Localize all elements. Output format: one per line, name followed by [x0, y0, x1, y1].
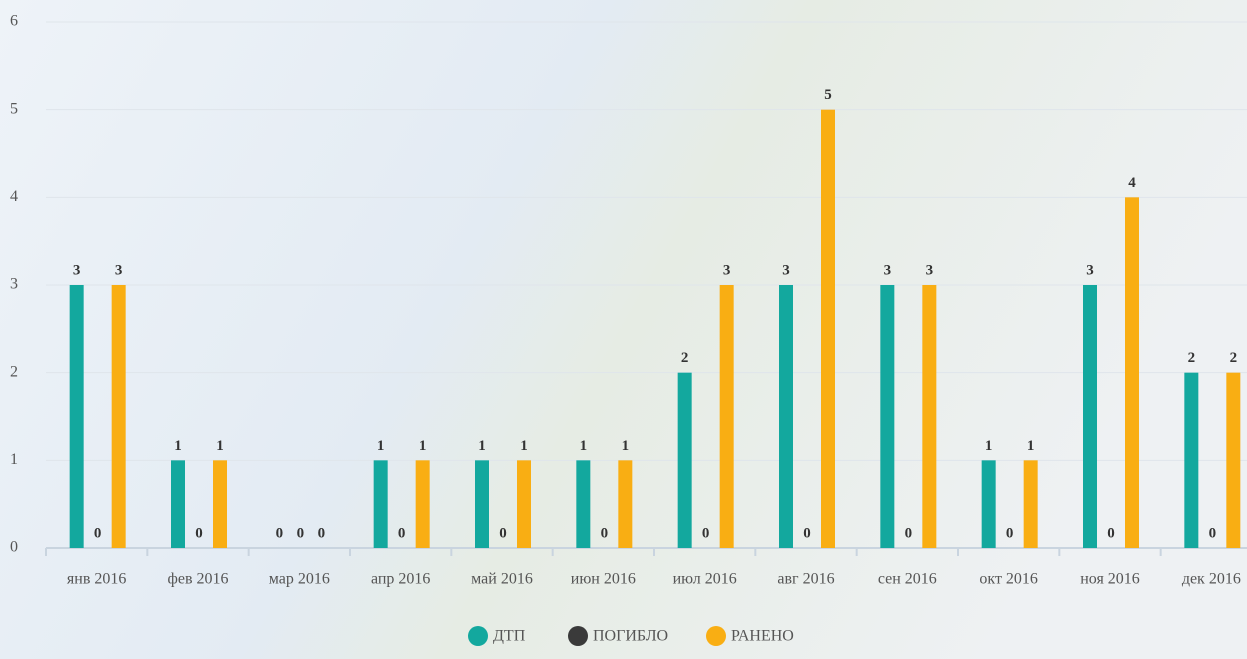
value-label: 2: [1230, 350, 1238, 366]
x-tick-label: мар 2016: [269, 571, 330, 588]
x-tick-label: ноя 2016: [1080, 571, 1140, 588]
legend-marker: [468, 626, 488, 646]
value-label: 3: [73, 262, 81, 278]
x-tick-label: авг 2016: [777, 571, 834, 588]
bar: [1024, 460, 1038, 548]
value-label: 1: [419, 438, 427, 454]
bar: [720, 285, 734, 548]
value-label: 5: [824, 87, 832, 103]
bar: [416, 460, 430, 548]
value-label: 3: [115, 262, 123, 278]
bar: [1184, 373, 1198, 548]
value-label: 1: [580, 438, 588, 454]
bar: [1083, 285, 1097, 548]
value-label: 3: [1086, 262, 1094, 278]
chart: 0123456янв 2016303фев 2016101мар 2016000…: [0, 0, 1247, 659]
value-label: 2: [1188, 350, 1196, 366]
bar: [779, 285, 793, 548]
bar: [171, 460, 185, 548]
y-tick-label: 4: [10, 188, 18, 205]
bar: [70, 285, 84, 548]
value-label: 0: [1209, 525, 1217, 541]
value-label: 0: [276, 525, 284, 541]
legend-marker: [568, 626, 588, 646]
legend-label: ПОГИБЛО: [593, 628, 668, 645]
value-label: 3: [782, 262, 790, 278]
value-label: 1: [216, 438, 224, 454]
y-tick-label: 2: [10, 363, 18, 380]
y-tick-label: 0: [10, 539, 18, 556]
bar: [374, 460, 388, 548]
x-tick-label: апр 2016: [371, 571, 430, 588]
value-label: 2: [681, 350, 689, 366]
background: [0, 0, 1247, 659]
bar: [112, 285, 126, 548]
y-tick-label: 5: [10, 100, 18, 117]
bar: [880, 285, 894, 548]
value-label: 3: [884, 262, 892, 278]
legend-marker: [706, 626, 726, 646]
x-tick-label: июл 2016: [673, 571, 737, 588]
bar: [576, 460, 590, 548]
bar: [618, 460, 632, 548]
bar: [922, 285, 936, 548]
value-label: 0: [499, 525, 507, 541]
x-tick-label: июн 2016: [571, 571, 636, 588]
bar: [475, 460, 489, 548]
x-tick-label: фев 2016: [167, 571, 228, 588]
value-label: 0: [195, 525, 203, 541]
value-label: 1: [1027, 438, 1035, 454]
value-label: 0: [702, 525, 710, 541]
value-label: 1: [622, 438, 630, 454]
value-label: 1: [174, 438, 182, 454]
bar: [517, 460, 531, 548]
value-label: 1: [520, 438, 528, 454]
value-label: 1: [478, 438, 486, 454]
value-label: 1: [377, 438, 385, 454]
y-tick-label: 6: [10, 13, 18, 30]
x-tick-label: окт 2016: [979, 571, 1038, 588]
x-tick-label: сен 2016: [878, 571, 937, 588]
legend-label: ДТП: [493, 628, 526, 645]
x-tick-label: дек 2016: [1182, 571, 1241, 588]
value-label: 0: [601, 525, 609, 541]
value-label: 3: [926, 262, 934, 278]
value-label: 0: [398, 525, 406, 541]
value-label: 0: [94, 525, 102, 541]
bar: [821, 110, 835, 548]
value-label: 3: [723, 262, 731, 278]
y-tick-label: 1: [10, 451, 18, 468]
value-label: 0: [297, 525, 305, 541]
bar: [1125, 197, 1139, 548]
legend-label: РАНЕНО: [731, 628, 794, 645]
value-label: 1: [985, 438, 993, 454]
bar: [678, 373, 692, 548]
page: 0123456янв 2016303фев 2016101мар 2016000…: [0, 0, 1247, 659]
value-label: 4: [1128, 175, 1136, 191]
value-label: 0: [1006, 525, 1014, 541]
x-tick-label: янв 2016: [67, 571, 126, 588]
y-tick-label: 3: [10, 276, 18, 293]
bar: [982, 460, 996, 548]
bar: [1226, 373, 1240, 548]
bar: [213, 460, 227, 548]
value-label: 0: [318, 525, 326, 541]
value-label: 0: [1107, 525, 1115, 541]
x-tick-label: май 2016: [471, 571, 533, 588]
value-label: 0: [803, 525, 811, 541]
value-label: 0: [905, 525, 913, 541]
